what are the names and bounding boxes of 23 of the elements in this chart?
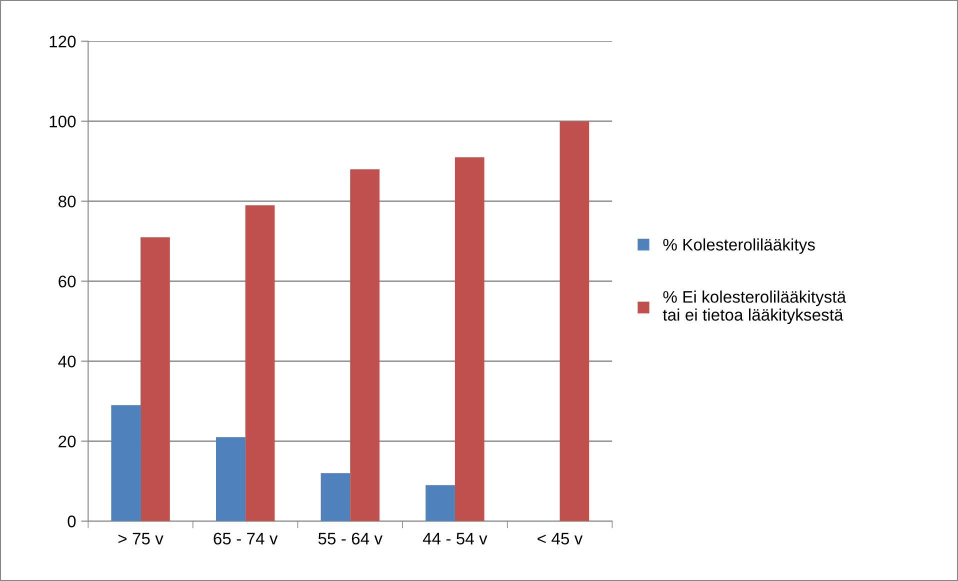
x-tick-label: 55 - 64 v xyxy=(318,532,383,545)
bar xyxy=(111,405,141,522)
bar xyxy=(350,169,380,522)
y-tick-label: 80 xyxy=(58,196,76,208)
bar xyxy=(140,237,170,522)
x-tick-label: < 45 v xyxy=(538,532,583,545)
x-tick-label: 65 - 74 v xyxy=(214,532,278,545)
y-tick-label: 0 xyxy=(68,516,76,528)
legend-label: % Ei kolesterolilääkitystä tai ei tietoa lääkityksestä xyxy=(662,290,846,324)
x-tick-label: > 75 v xyxy=(118,532,164,545)
bar xyxy=(426,485,455,522)
y-tick-label: 20 xyxy=(58,436,76,448)
bar xyxy=(216,437,246,522)
y-tick-label: 40 xyxy=(58,356,76,368)
y-tick-label: 60 xyxy=(58,276,76,288)
bar xyxy=(320,473,350,522)
bar xyxy=(560,121,590,522)
y-tick-label: 120 xyxy=(50,36,76,48)
y-tick-label: 100 xyxy=(50,116,76,128)
legend-label: % Kolesterolilääkitys xyxy=(663,238,815,254)
bar xyxy=(245,205,275,522)
x-tick-label: 44 - 54 v xyxy=(422,532,488,545)
bar xyxy=(454,157,484,522)
